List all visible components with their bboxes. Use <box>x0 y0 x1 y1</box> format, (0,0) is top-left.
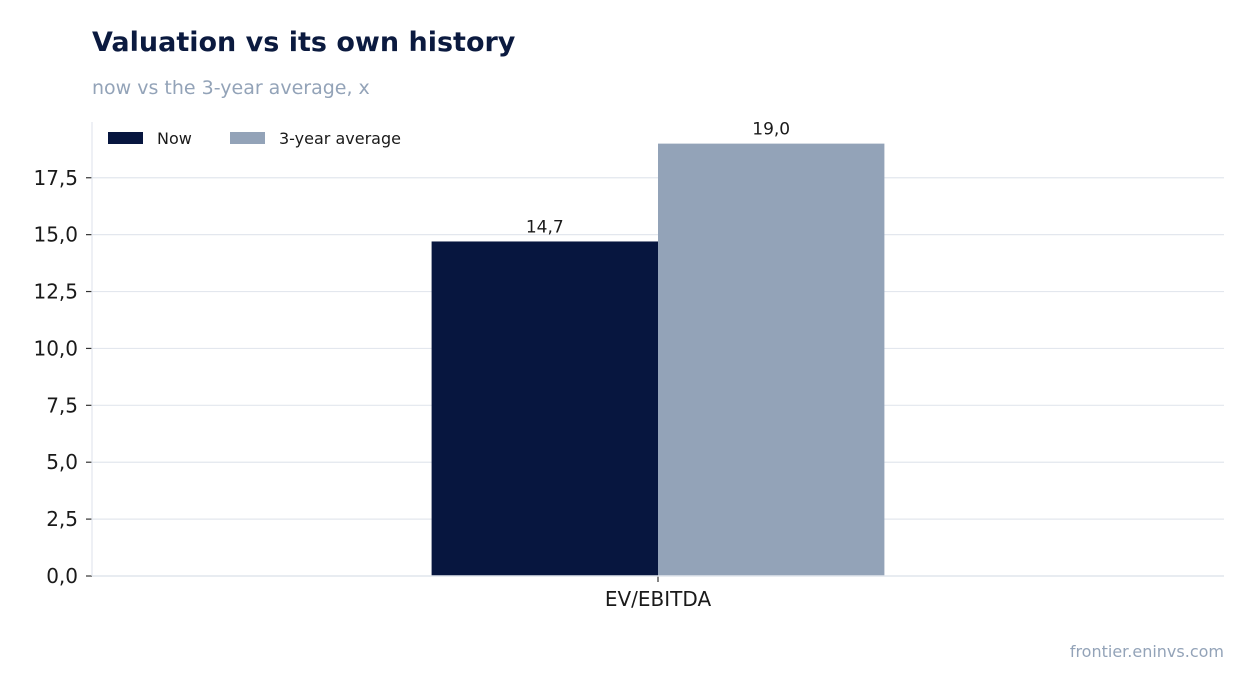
x-category-label: EV/EBITDA <box>605 587 712 611</box>
bars <box>431 143 885 576</box>
legend-swatch <box>108 132 143 144</box>
axes <box>86 122 1224 582</box>
bar-now <box>431 241 658 576</box>
data-label: 14,7 <box>526 217 564 237</box>
y-tick-label: 15,0 <box>33 223 78 247</box>
y-tick-label: 7,5 <box>46 393 78 417</box>
y-tick-label: 10,0 <box>33 336 78 360</box>
bar-3-year-average <box>658 143 885 576</box>
source-footer: frontier.eninvs.com <box>1069 642 1224 661</box>
y-tick-label: 0,0 <box>46 564 78 588</box>
chart-subtitle: now vs the 3-year average, x <box>92 77 370 99</box>
legend: Now 3-year average <box>108 129 401 148</box>
y-tick-label: 12,5 <box>33 280 78 304</box>
chart-title: Valuation vs its own history <box>92 27 516 58</box>
legend-swatch <box>230 132 265 144</box>
legend-label: Now <box>157 129 192 148</box>
y-tick-label: 17,5 <box>33 166 78 190</box>
y-tick-label: 5,0 <box>46 450 78 474</box>
y-tick-label: 2,5 <box>46 507 78 531</box>
data-label: 19,0 <box>752 120 790 140</box>
labels: 0,0 2,5 5,0 7,5 10,0 12,5 15,0 17,5 14,7 19,0 EV/E… <box>33 120 790 611</box>
legend-label: 3-year average <box>279 129 401 148</box>
